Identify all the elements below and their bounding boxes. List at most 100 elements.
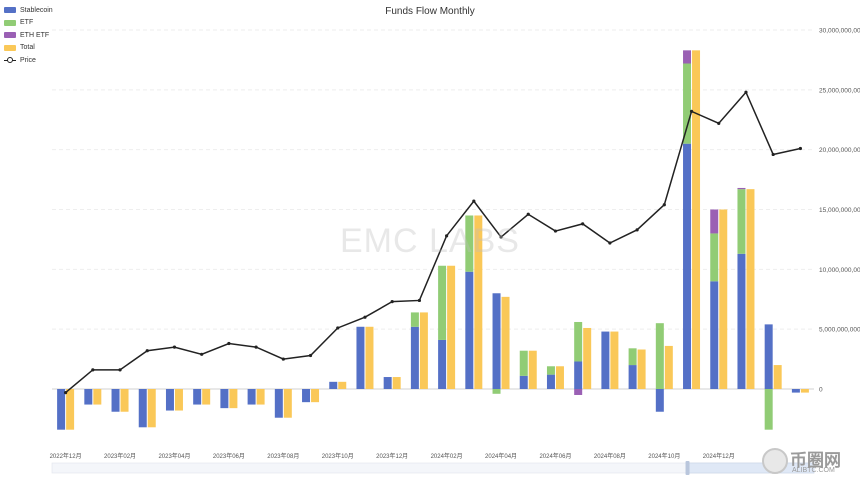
bar-stablecoin [574, 361, 583, 389]
price-point [417, 298, 421, 303]
bar-stablecoin [220, 389, 229, 409]
bar-total [174, 389, 183, 411]
bar-etf [492, 389, 501, 394]
price-point [254, 345, 258, 349]
bar-eth-etf [683, 50, 692, 64]
price-point [118, 368, 122, 372]
legend-item-price[interactable]: Price [4, 54, 53, 67]
x-tick-label: 2023年02月 [104, 452, 136, 460]
bar-eth-etf [710, 209, 719, 234]
legend-item-etf[interactable]: ETF [4, 17, 53, 30]
bar-total [229, 389, 238, 409]
y-tick-label: 15,000,000,000 [819, 207, 860, 214]
price-point [308, 353, 313, 358]
price-point [717, 121, 721, 125]
bar-stablecoin [655, 389, 664, 412]
bar-etf [628, 348, 637, 366]
bar-stablecoin [710, 281, 719, 389]
bar-total [773, 365, 782, 389]
price-point [771, 152, 775, 157]
y-axis-labels: 0 5,000,000,000 10,000,000,000 15,000,000,0… [819, 28, 860, 394]
price-point [91, 368, 95, 372]
bar-etf [465, 215, 474, 272]
bar-stablecoin [683, 143, 692, 389]
bar-total [692, 50, 701, 390]
x-tick-label: 2023年12月 [376, 452, 408, 460]
bar-total [637, 349, 646, 389]
bar-stablecoin [465, 271, 474, 389]
bar-stablecoin [737, 253, 746, 389]
bar-stablecoin [791, 389, 800, 393]
bar-etf [410, 312, 419, 327]
legend-item-total[interactable]: Total [4, 42, 53, 55]
price-point [581, 222, 585, 226]
x-tick-label: 2023年06月 [213, 452, 245, 460]
bar-stablecoin [329, 381, 338, 389]
bar-etf [710, 233, 719, 282]
bar-etf [574, 321, 583, 362]
bar-stablecoin [628, 365, 637, 389]
bar-stablecoin [601, 331, 610, 389]
price-point [744, 90, 748, 94]
bar-stablecoin [274, 389, 283, 418]
price-point [227, 341, 231, 346]
bar-total [447, 265, 456, 389]
legend-item-stablecoin[interactable]: Stablecoin [4, 4, 53, 17]
bar-etf [519, 350, 528, 376]
price-point [798, 146, 802, 151]
total-swatch [4, 44, 16, 51]
bar-stablecoin [302, 389, 311, 403]
bar-stablecoin [546, 374, 555, 389]
legend-label: Price [20, 56, 36, 64]
chart-title: Funds Flow Monthly [385, 6, 475, 17]
price-point [445, 234, 449, 238]
etf-swatch [4, 19, 16, 26]
price-line-icon [4, 57, 16, 64]
bar-stablecoin [356, 326, 365, 389]
bar-series [57, 50, 809, 430]
legend-item-eth-etf[interactable]: ETH ETF [4, 29, 53, 42]
x-tick-label: 2024年08月 [594, 452, 626, 460]
y-tick-label: 10,000,000,000 [819, 267, 860, 274]
zoom-handle[interactable] [685, 461, 690, 475]
bar-total [120, 389, 129, 412]
y-tick-label: 30,000,000,000 [819, 28, 860, 35]
bar-total [311, 389, 320, 403]
y-tick-label: 25,000,000,000 [819, 87, 860, 94]
x-tick-label: 2023年04月 [158, 452, 190, 460]
bar-total [719, 209, 728, 389]
bar-stablecoin [247, 389, 256, 405]
bar-stablecoin [519, 375, 528, 389]
bar-total [746, 189, 755, 389]
x-tick-label: 2024年10月 [648, 452, 680, 460]
bar-total [800, 389, 809, 393]
bar-total [501, 296, 510, 389]
bar-stablecoin [410, 326, 419, 389]
price-line-path [65, 90, 801, 394]
bar-total [93, 389, 102, 405]
bar-total [474, 215, 483, 389]
bar-total [338, 381, 347, 389]
bar-total [610, 331, 619, 389]
price-point [336, 326, 340, 330]
bar-total [419, 312, 428, 389]
logo-url: ALIBTC.COM [792, 467, 835, 474]
x-tick-label: 2023年08月 [267, 452, 299, 460]
legend-label: Stablecoin [20, 6, 53, 14]
price-point [553, 229, 558, 233]
x-tick-label: 2024年12月 [703, 452, 735, 460]
logo-coin-icon [762, 448, 788, 474]
x-axis-labels: 2022年12月 2023年02月 2023年04月 2023年06月 2023年08月… [50, 452, 735, 460]
bar-stablecoin [111, 389, 120, 412]
bar-total [283, 389, 292, 418]
legend: Stablecoin ETF ETH ETF Total Price [4, 4, 53, 67]
bar-stablecoin [492, 293, 501, 389]
price-point [499, 235, 503, 239]
x-tick-label: 2024年04月 [485, 452, 517, 460]
watermark: EMC LABS [340, 222, 520, 260]
bar-eth-etf [574, 389, 583, 395]
bar-etf [546, 366, 555, 375]
bar-eth-etf [737, 187, 746, 190]
bar-stablecoin [193, 389, 202, 405]
